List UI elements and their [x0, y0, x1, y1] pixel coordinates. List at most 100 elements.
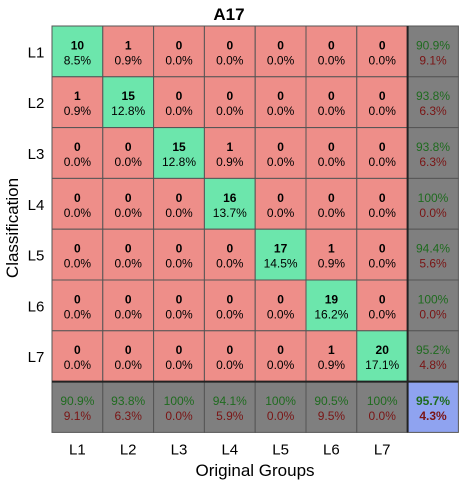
row-summary-correct: 93.8% [416, 89, 450, 103]
cell-percent: 0.0% [318, 53, 346, 67]
cell-count: 0 [74, 242, 81, 256]
x-axis-label: Original Groups [195, 461, 314, 480]
cell-count: 1 [328, 343, 335, 357]
cell-count: 0 [74, 191, 81, 205]
column-tick-label: L6 [323, 441, 340, 458]
matrix-cell [305, 25, 358, 78]
overall-wrong: 4.3% [419, 409, 447, 423]
cell-count: 0 [176, 242, 183, 256]
column-summary-correct: 100% [265, 394, 296, 408]
matrix-cells: 108.5%10.9%00.0%00.0%00.0%00.0%00.0%10.9… [51, 25, 459, 433]
column-summary-correct: 93.8% [111, 394, 145, 408]
column-summary-wrong: 9.1% [64, 409, 92, 423]
overall-correct: 95.7% [416, 394, 450, 408]
row-summary-wrong: 4.8% [419, 358, 447, 372]
matrix-cell [356, 76, 409, 129]
cell-count: 15 [172, 140, 186, 154]
column-summary-correct: 90.9% [60, 394, 94, 408]
column-summary-cell [254, 381, 307, 433]
matrix-cell [356, 330, 409, 383]
cell-percent: 0.0% [216, 53, 244, 67]
cell-percent: 0.0% [216, 104, 244, 118]
column-summary-correct: 100% [367, 394, 398, 408]
matrix-cell [51, 279, 104, 332]
matrix-cell [305, 330, 358, 383]
row-summary-cell [407, 330, 459, 383]
cell-percent: 12.8% [162, 155, 196, 169]
cell-percent: 0.9% [115, 53, 143, 67]
matrix-cell [153, 330, 205, 383]
row-summary-wrong: 6.3% [419, 155, 447, 169]
cell-percent: 0.0% [64, 206, 92, 220]
cell-percent: 0.0% [267, 307, 295, 321]
cell-percent: 0.0% [64, 307, 92, 321]
column-summary-wrong: 6.3% [115, 409, 143, 423]
cell-percent: 0.0% [115, 257, 143, 271]
matrix-cell [51, 177, 104, 230]
cell-count: 0 [277, 292, 284, 306]
matrix-cell [203, 279, 256, 332]
cell-count: 0 [74, 140, 81, 154]
cell-count: 20 [376, 343, 390, 357]
column-tick-label: L2 [120, 441, 137, 458]
matrix-cell [356, 177, 409, 230]
cell-percent: 0.9% [216, 155, 244, 169]
cell-percent: 0.0% [64, 257, 92, 271]
column-tick-label: L5 [272, 441, 289, 458]
cell-percent: 0.0% [369, 257, 397, 271]
row-tick-label: L7 [28, 349, 45, 366]
cell-count: 1 [226, 140, 233, 154]
cell-percent: 0.0% [369, 155, 397, 169]
cell-count: 0 [125, 191, 132, 205]
row-tick-label: L5 [28, 248, 45, 265]
cell-percent: 0.0% [64, 155, 92, 169]
cell-count: 0 [226, 38, 233, 52]
cell-count: 0 [379, 140, 386, 154]
row-summary-cell [407, 279, 459, 332]
cell-count: 0 [277, 191, 284, 205]
cell-percent: 0.0% [267, 206, 295, 220]
cell-count: 0 [176, 38, 183, 52]
cell-percent: 13.7% [213, 206, 247, 220]
matrix-cell [102, 279, 155, 332]
matrix-cell [203, 127, 256, 179]
matrix-cell [102, 127, 155, 179]
cell-count: 0 [277, 343, 284, 357]
row-summary-wrong: 5.6% [419, 257, 447, 271]
cell-count: 0 [379, 38, 386, 52]
cell-percent: 0.9% [64, 104, 92, 118]
row-summary-correct: 90.9% [416, 38, 450, 52]
cell-count: 0 [379, 292, 386, 306]
row-summary-correct: 100% [418, 292, 449, 306]
matrix-cell [51, 25, 104, 78]
cell-percent: 17.1% [365, 358, 399, 372]
matrix-cell [51, 228, 104, 281]
row-tick-label: L3 [28, 146, 45, 163]
cell-count: 0 [226, 343, 233, 357]
cell-count: 0 [277, 38, 284, 52]
column-labels: L1 L2 L3 L4 L5 L6 L7 [69, 441, 390, 458]
row-summary-cell [407, 127, 459, 179]
row-summary-correct: 100% [418, 191, 449, 205]
cell-count: 0 [176, 292, 183, 306]
matrix-cell [51, 330, 104, 383]
cell-count: 0 [277, 140, 284, 154]
chart-title: A17 [213, 5, 244, 24]
cell-percent: 0.0% [318, 155, 346, 169]
row-tick-label: L2 [28, 95, 45, 112]
matrix-cell [153, 76, 205, 129]
cell-count: 0 [74, 343, 81, 357]
cell-percent: 0.0% [318, 104, 346, 118]
matrix-cell [305, 177, 358, 230]
matrix-cell [356, 127, 409, 179]
cell-percent: 0.0% [115, 206, 143, 220]
cell-count: 0 [74, 292, 81, 306]
matrix-cell [254, 279, 307, 332]
cell-count: 0 [176, 343, 183, 357]
cell-percent: 0.0% [267, 104, 295, 118]
cell-count: 0 [379, 191, 386, 205]
cell-percent: 0.0% [165, 53, 193, 67]
row-tick-label: L4 [28, 197, 45, 214]
column-summary-correct: 94.1% [213, 394, 247, 408]
